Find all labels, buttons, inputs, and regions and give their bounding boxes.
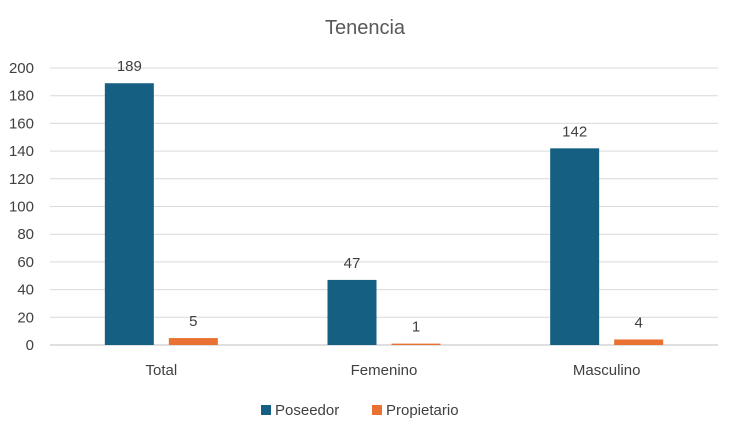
gridlines [50, 67, 718, 346]
bar-propietario-masculino [614, 339, 664, 345]
y-tick-label: 100 [9, 199, 34, 216]
bar-propietario-total [168, 338, 218, 345]
y-tick-label: 0 [26, 337, 34, 354]
bar-propietario-femenino [391, 343, 441, 345]
bar-poseedor-femenino [327, 279, 377, 345]
y-tick-label: 140 [9, 143, 34, 160]
legend-swatch-propietario [372, 405, 382, 415]
legend-label-poseedor: Poseedor [275, 402, 339, 419]
y-tick-label: 40 [17, 282, 34, 299]
data-label: 189 [117, 58, 142, 75]
data-label: 1 [412, 319, 420, 336]
bars [104, 83, 664, 346]
legend: Poseedor Propietario [261, 402, 459, 419]
y-tick-label: 160 [9, 115, 34, 132]
y-tick-label: 200 [9, 60, 34, 77]
data-label: 47 [344, 255, 361, 272]
data-label: 5 [189, 313, 197, 330]
x-tick-label: Masculino [573, 362, 641, 379]
y-axis: 0 20 40 60 80 100 120 140 160 180 200 [9, 60, 34, 354]
chart-title: Tenencia [325, 17, 406, 39]
bar-poseedor-total [104, 83, 154, 346]
data-labels: 189 5 47 1 142 4 [117, 58, 643, 335]
data-label: 142 [562, 123, 587, 140]
data-label: 4 [634, 314, 642, 331]
x-tick-label: Total [145, 362, 177, 379]
legend-swatch-poseedor [261, 405, 271, 415]
bar-poseedor-masculino [550, 148, 600, 345]
y-tick-label: 180 [9, 88, 34, 105]
y-tick-label: 120 [9, 171, 34, 188]
y-tick-label: 80 [17, 226, 34, 243]
y-tick-label: 20 [17, 309, 34, 326]
legend-label-propietario: Propietario [386, 402, 459, 419]
x-axis: Total Femenino Masculino [145, 362, 640, 379]
x-tick-label: Femenino [351, 362, 418, 379]
y-tick-label: 60 [17, 254, 34, 271]
